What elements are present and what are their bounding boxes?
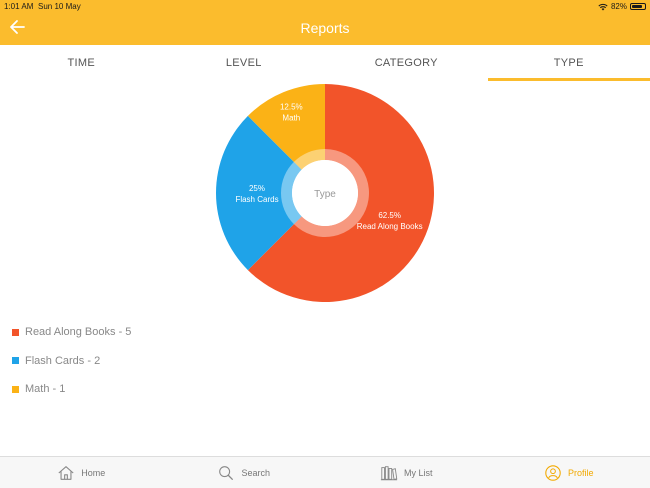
legend-label: Math - 1 (25, 383, 66, 396)
nav-profile[interactable]: Profile (488, 457, 650, 488)
status-right: 82% (598, 2, 646, 11)
header-bar: 1:01 AM Sun 10 May 82% Reports (0, 0, 650, 45)
slice-name-label: Math (282, 114, 300, 123)
donut-svg: 62.5% Read Along Books 25% Flash Cards 12.5%… (216, 84, 434, 302)
type-donut-chart: 62.5% Read Along Books 25% Flash Cards 12.5%… (0, 81, 650, 306)
tab-time[interactable]: TIME (0, 45, 163, 81)
tab-label: TYPE (553, 57, 584, 69)
books-icon (380, 465, 398, 480)
legend-swatch (12, 357, 19, 365)
legend-label: Flash Cards - 2 (25, 354, 101, 367)
status-time: 1:01 AM (4, 2, 34, 11)
tab-label: LEVEL (225, 57, 262, 69)
slice-percent-label: 25% (249, 184, 265, 193)
donut-center (292, 160, 358, 226)
tab-category[interactable]: CATEGORY (325, 45, 488, 81)
donut-center-label: Type (314, 189, 336, 200)
legend-item-read-along-books: Read Along Books - 5 (12, 318, 131, 347)
nav-label: My List (403, 467, 433, 478)
profile-icon (545, 464, 561, 481)
nav-my-list[interactable]: My List (325, 457, 488, 488)
slice-math[interactable] (247, 84, 325, 170)
slice-percent-label: 12.5% (280, 103, 303, 112)
slice-flash-cards[interactable] (216, 115, 302, 271)
legend-label: Read Along Books - 5 (25, 326, 132, 339)
bottom-nav: Home Search My List (0, 456, 650, 488)
slice-name-label: Flash Cards (235, 195, 278, 204)
status-date: Sun 10 May (38, 2, 81, 11)
tab-type[interactable]: TYPE (487, 45, 650, 81)
tab-level[interactable]: LEVEL (163, 45, 326, 81)
legend-swatch (12, 328, 19, 336)
chart-legend: Read Along Books - 5 Flash Cards - 2 Mat… (12, 318, 131, 404)
page-title: Reports (300, 20, 350, 36)
tab-label: CATEGORY (374, 57, 438, 69)
battery-icon (630, 3, 646, 10)
slice-inner-ring (293, 149, 325, 170)
nav-label: Search (241, 467, 271, 478)
nav-home[interactable]: Home (0, 457, 163, 488)
legend-item-flash-cards: Flash Cards - 2 (12, 347, 131, 376)
report-tabs: TIME LEVEL CATEGORY TYPE (0, 45, 650, 81)
legend-swatch (12, 385, 19, 393)
home-icon (58, 465, 74, 480)
back-arrow-icon[interactable] (8, 19, 26, 35)
battery-percent: 82% (610, 2, 627, 11)
search-icon (219, 465, 234, 480)
slice-inner-ring (293, 149, 370, 237)
status-bar: 1:01 AM Sun 10 May 82% (4, 2, 646, 12)
tab-label: TIME (67, 57, 95, 69)
slice-percent-label: 62.5% (378, 211, 401, 220)
slice-read-along-books[interactable] (247, 84, 434, 302)
legend-item-math: Math - 1 (12, 375, 131, 404)
nav-label: Profile (567, 467, 594, 478)
wifi-icon (598, 3, 608, 10)
slice-name-label: Read Along Books (357, 222, 423, 231)
slice-inner-ring (280, 161, 302, 225)
nav-label: Home (81, 467, 106, 478)
nav-search[interactable]: Search (163, 457, 326, 488)
